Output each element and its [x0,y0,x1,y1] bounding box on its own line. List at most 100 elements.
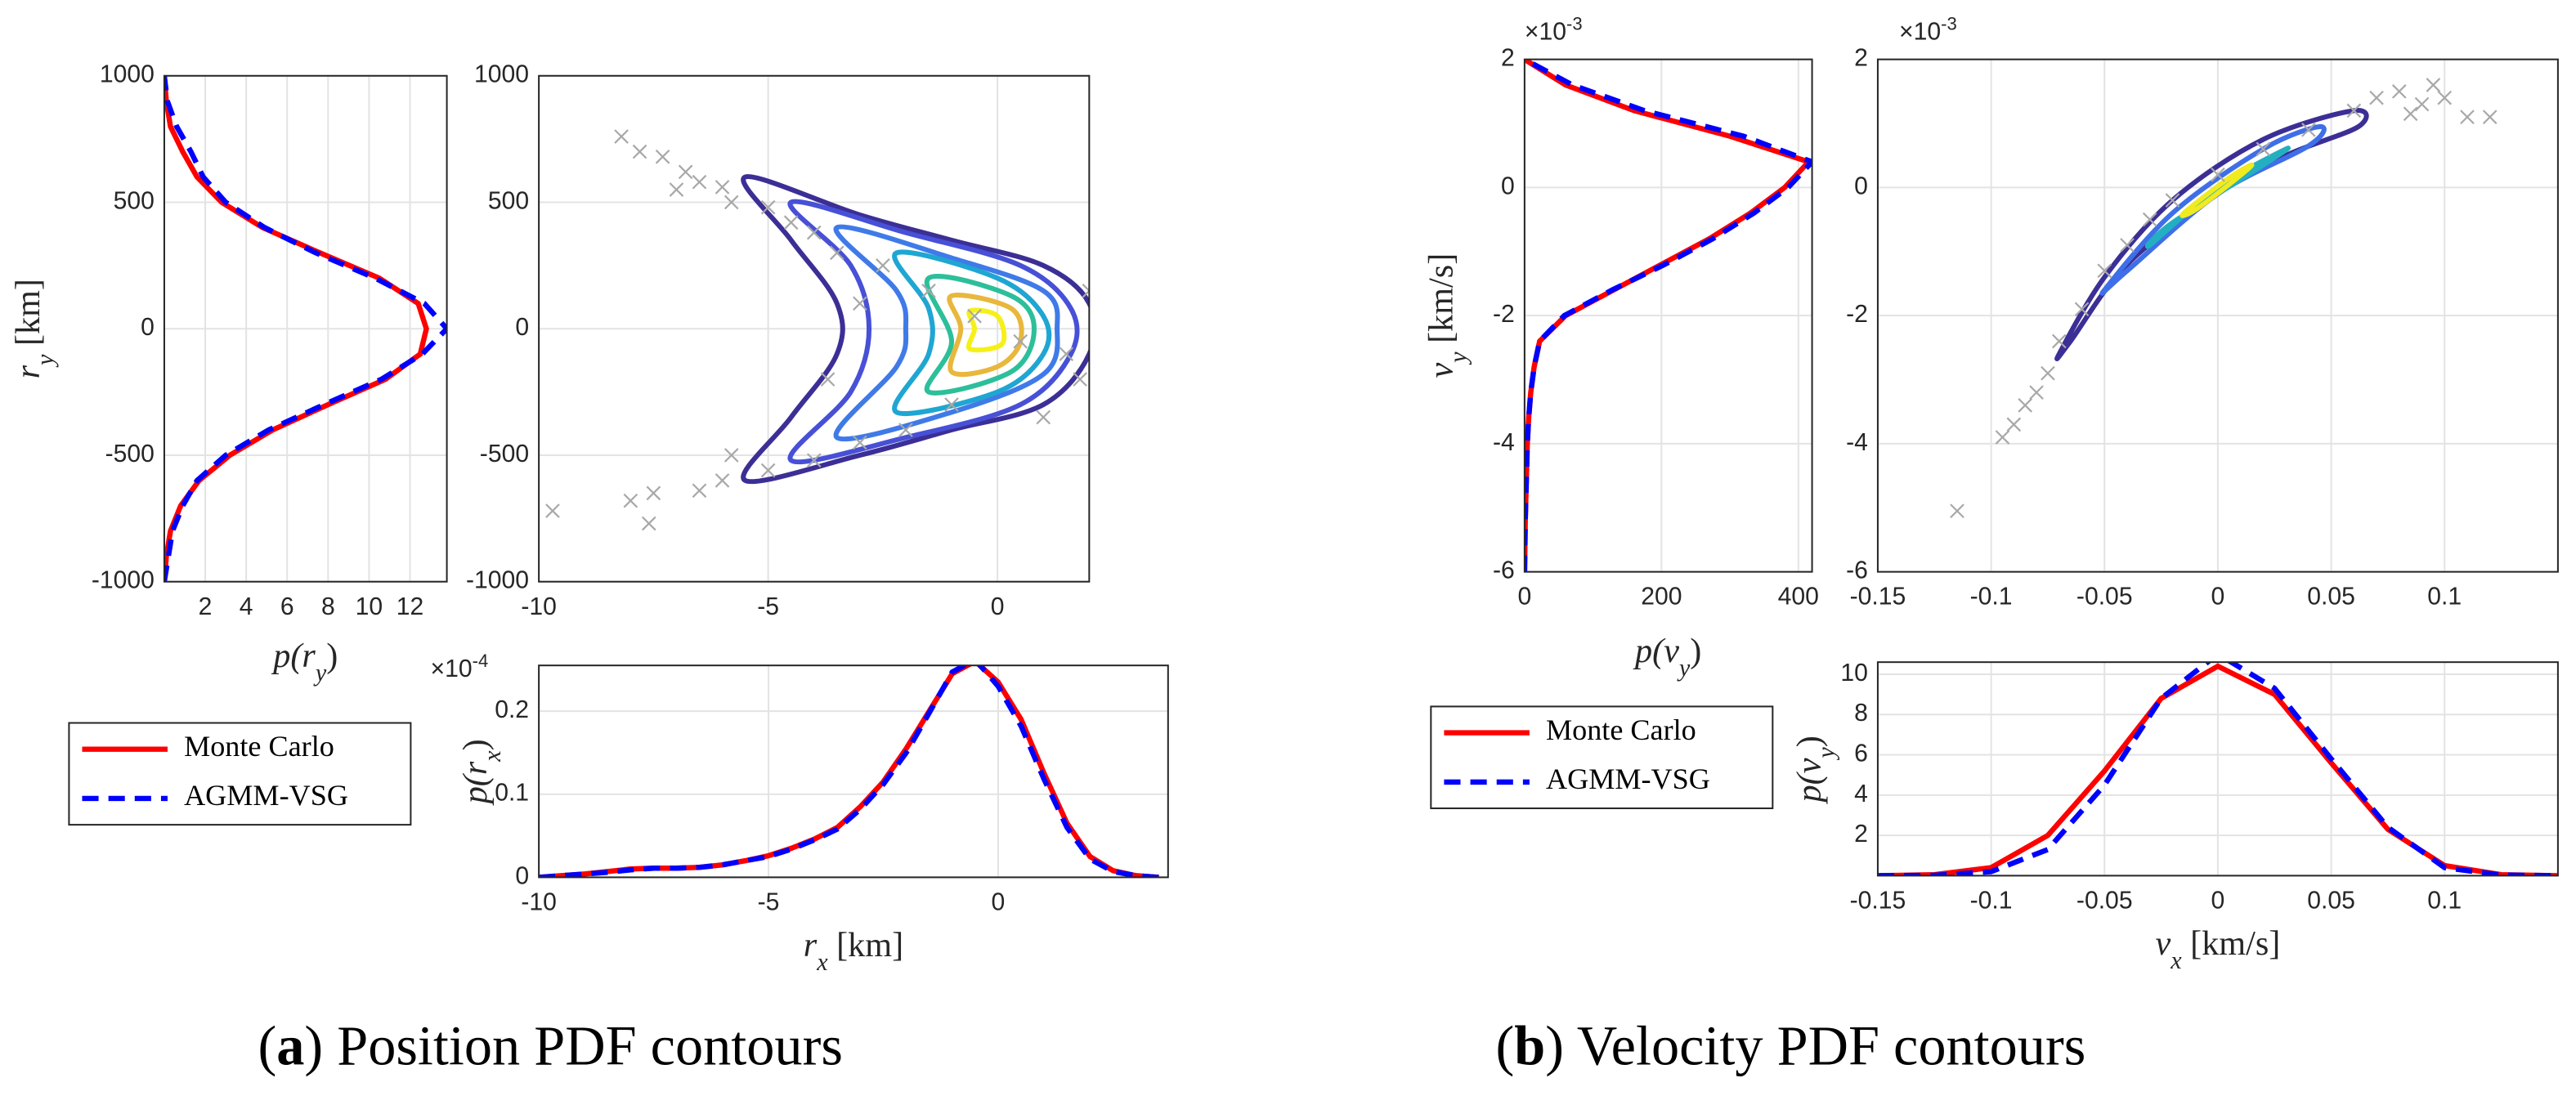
y-axis-label-sub: x [478,750,506,763]
y-axis-label-base: r [9,365,47,378]
pdf-line [539,665,1159,878]
axes-frame [163,74,448,583]
y-tick-label: -4 [1493,429,1515,456]
x-tick-label: 8 [321,593,335,620]
x-tick-label: -0.05 [2076,584,2133,611]
contour [741,174,1090,485]
x-axis-label-rest: [km] [828,926,904,964]
caption-close: ) [1545,1015,1564,1077]
x-axis-label-base: p(v [1633,632,1679,670]
x-tick-label: 2 [199,593,213,620]
caption-tag: a [276,1015,304,1077]
y-axis-label-sub: y [1444,351,1472,365]
scatter-point [2051,333,2067,349]
caption-text: Position PDF contours [323,1015,843,1077]
pdf-line [1877,662,2558,876]
x-axis-label-rest: [km/s] [2182,924,2281,963]
x-axis-label-sub: x [816,948,828,976]
scatter-point [2074,302,2090,317]
x-tick-label: -5 [758,889,780,916]
y-tick-label: -2 [1493,301,1515,328]
y-axis-label: ry [km] [9,279,59,378]
plot-marks [545,129,1090,531]
scatter-point [829,245,844,261]
scatter-point [2041,365,2055,381]
x-axis-label: p(vy) [1633,632,1701,682]
y-tick-label: 2 [1854,821,1868,848]
plot-marks [1524,59,1812,572]
scatter-point [669,182,684,197]
scatter-point [1013,333,1028,349]
x-tick-label: 0 [1517,584,1531,611]
scatter-point [715,473,730,488]
legend-label: Monte Carlo [184,730,334,763]
x-axis-label-sub: x [2170,946,2182,974]
contour [947,293,1024,378]
scatter-point [820,372,836,387]
scatter-point [715,180,730,195]
scatter-point [760,463,776,478]
x-tick-label: -0.15 [1850,888,1906,915]
scatter-point [760,199,776,215]
x-tick-label: 0.1 [2427,888,2462,915]
axes-frame [538,74,1091,583]
y-tick-label: 0 [515,314,529,341]
caption: (b) Velocity PDF contours [1496,1015,2086,1077]
y-tick-label: -2 [1846,301,1868,328]
scatter-point [646,485,661,501]
legend-label: AGMM-VSG [184,779,348,812]
caption-text: Velocity PDF contours [1564,1015,2085,1077]
y-tick-label: 0 [141,314,155,341]
scatter-point [853,435,867,450]
scatter-point [2437,90,2453,105]
y-axis-label-rest: [km/s] [1422,253,1460,352]
x-tick-label: 12 [396,593,424,620]
contour [892,249,1052,417]
plot-marks [1950,78,2498,519]
x-axis-label-base: v [2156,924,2171,963]
y-tick-label: -6 [1493,557,1515,584]
scatter-point [2426,78,2441,92]
scatter-point [614,129,629,144]
contour [2099,123,2327,296]
legend-label: Monte Carlo [1546,714,1696,746]
y-tick-label: 1000 [474,61,529,88]
x-tick-label: 400 [1778,584,1819,611]
axis-exponent: ×10-4 [431,651,489,683]
x-axis-label-rest: ) [326,637,338,675]
x-axis-label-rest: ) [1690,632,1701,670]
y-tick-label: -500 [105,441,155,467]
caption: (a) Position PDF contours [258,1015,842,1077]
x-tick-label: 6 [280,593,294,620]
x-tick-label: 0 [992,889,1006,916]
exponent-power: -3 [1566,13,1583,34]
plot-area [539,665,1168,878]
y-tick-label: 0 [1501,172,1515,199]
x-axis-label: p(ry) [271,637,338,687]
scatter-point [806,225,822,240]
caption-open: ( [1496,1015,1515,1077]
y-axis-label: p(rx) [456,739,506,806]
exponent-base: ×10 [431,655,473,682]
x-axis-label: vx [km/s] [2156,924,2281,974]
x-tick-label: -0.15 [1850,584,1906,611]
x-axis-label-sub: y [313,659,327,687]
scatter-point [853,296,867,311]
scatter-point [921,283,936,298]
y-tick-label: 10 [1840,660,1868,687]
scatter-point [2369,90,2384,105]
scatter-point [806,453,822,467]
scatter-point [2211,167,2225,182]
scatter-point [2006,417,2022,432]
y-axis-label-rest: ) [1790,736,1829,747]
x-axis-label: rx [km] [804,926,903,976]
scatter-point [2391,84,2407,99]
y-axis-label-sub: y [31,354,59,368]
scatter-point [2301,123,2316,137]
x-tick-label: -0.1 [1970,584,2013,611]
scatter-point [2346,103,2362,119]
x-tick-label: -0.05 [2076,888,2133,915]
exponent-power: -4 [473,651,489,671]
y-tick-label: 2 [1854,45,1868,72]
y-tick-label: 0 [515,862,529,889]
